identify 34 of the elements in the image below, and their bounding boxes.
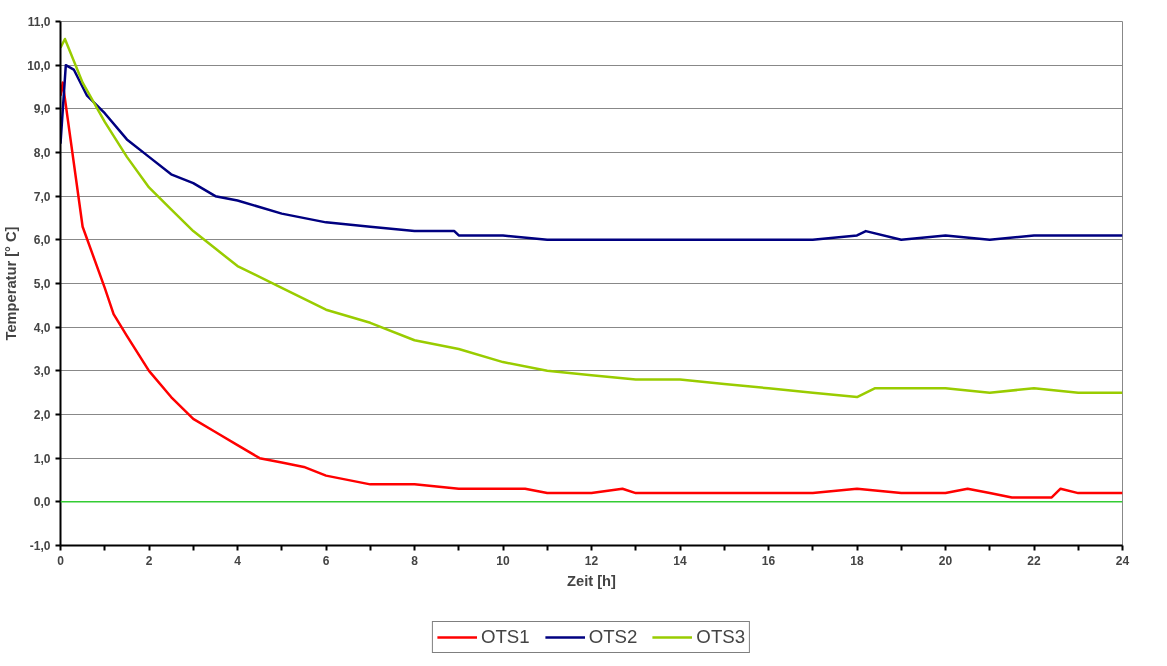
x-axis-title: Zeit [h]	[567, 572, 617, 589]
line-series	[60, 63, 1123, 242]
x-tick-label: 20	[938, 553, 953, 568]
x-tick-label: 8	[411, 553, 419, 568]
x-tick-label: 2	[145, 553, 153, 568]
line-series	[60, 37, 1123, 399]
y-tick-label: 0,0	[33, 495, 51, 510]
x-tick-label: 22	[1027, 553, 1041, 568]
y-tick-label: 1,0	[33, 451, 51, 466]
x-tick-label: 4	[234, 553, 242, 568]
x-tick-label: 6	[322, 553, 330, 568]
y-tick-label: 7,0	[33, 189, 51, 204]
y-tick-label: 11,0	[27, 15, 51, 29]
x-tick-label: 16	[761, 553, 776, 568]
legend-label: OTS1	[480, 626, 530, 648]
legend-label: OTS2	[588, 626, 638, 648]
y-tick-label: 9,0	[33, 102, 51, 117]
x-tick-label: 12	[584, 553, 599, 568]
y-axis-title: Temperatur [° C]	[3, 226, 20, 341]
y-tick-label: 4,0	[33, 320, 51, 335]
legend-label: OTS3	[696, 626, 746, 648]
x-tick-label: 14	[673, 553, 687, 568]
x-tick-label: 18	[850, 553, 864, 568]
y-tick-label: 6,0	[33, 233, 51, 248]
y-tick-label: 10,0	[27, 58, 51, 73]
y-tick-label: 2,0	[33, 408, 51, 422]
line-series	[60, 81, 1123, 499]
y-tick-label: 5,0	[33, 277, 51, 291]
x-tick-label: 24	[1115, 553, 1130, 568]
x-tick-label: 0	[57, 553, 65, 568]
y-tick-label: 3,0	[33, 364, 51, 379]
y-tick-label: -1,0	[29, 539, 51, 553]
x-tick-label: 10	[496, 553, 510, 568]
y-tick-label: 8,0	[33, 146, 51, 160]
